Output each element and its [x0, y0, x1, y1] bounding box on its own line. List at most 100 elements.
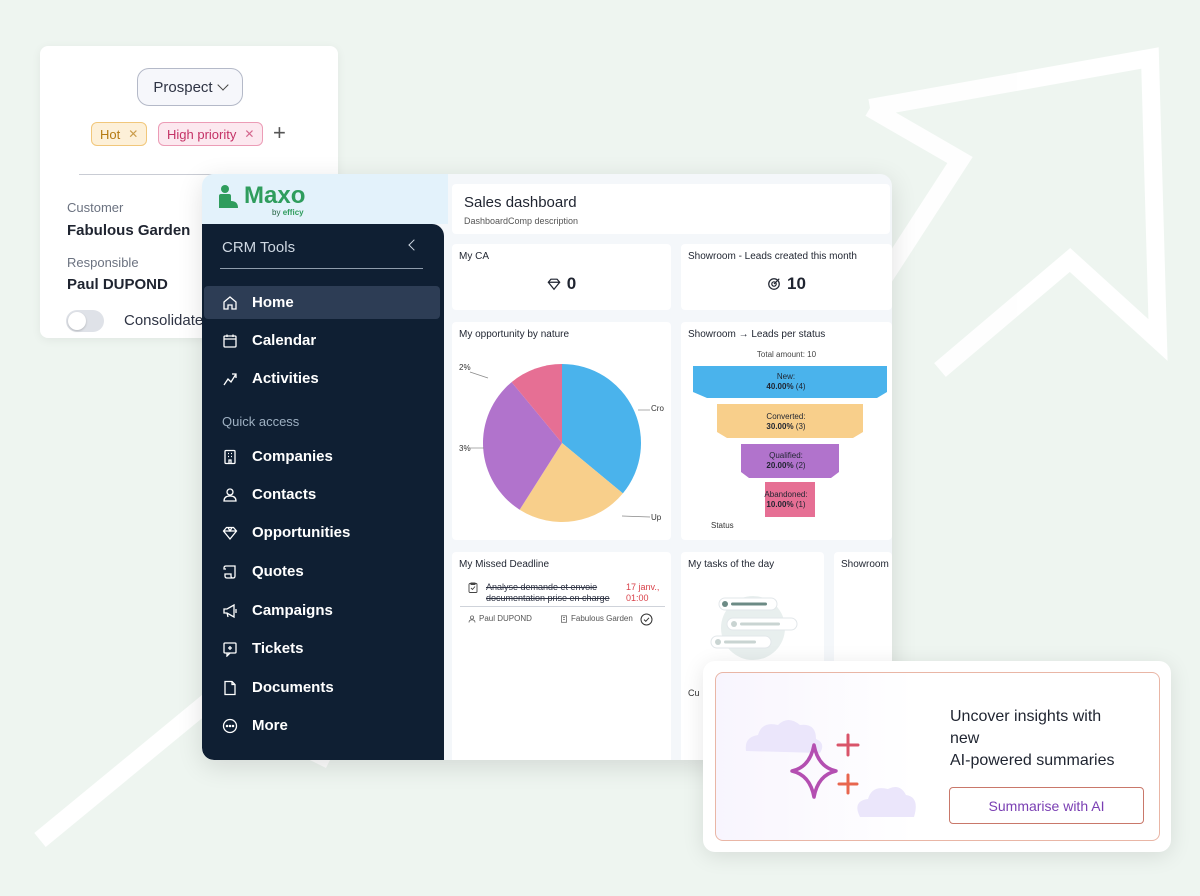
clipboard-icon	[468, 582, 478, 593]
summarise-with-ai-button[interactable]: Summarise with AI	[949, 787, 1144, 824]
sidebar-item-activities[interactable]: Activities	[204, 362, 440, 395]
ai-promo-text: Uncover insights with new AI-powered sum…	[950, 708, 1115, 769]
divider	[460, 606, 665, 607]
sidebar-item-label: Opportunities	[252, 524, 351, 541]
widget-title: My CA	[459, 251, 489, 262]
pie-label-a: 2%	[459, 363, 471, 372]
sidebar-item-label: Documents	[252, 679, 334, 696]
sidebar-item-label: Calendar	[252, 332, 317, 349]
sidebar-item-contacts[interactable]: Contacts	[204, 478, 440, 511]
widget-title: My Missed Deadline	[459, 559, 550, 570]
ai-summary-card: Uncover insights with new AI-powered sum…	[703, 661, 1171, 852]
tag-label: Hot	[100, 126, 121, 142]
building-icon	[561, 614, 567, 623]
deadline-company: Fabulous Garden	[560, 614, 633, 623]
responsible-value[interactable]: Paul DUPOND	[67, 276, 168, 293]
sidebar-item-companies[interactable]: Companies	[204, 440, 440, 473]
user-icon	[468, 614, 476, 623]
empty-tasks-illustration	[710, 596, 798, 660]
consolidated-toggle[interactable]	[66, 310, 104, 332]
home-icon	[222, 295, 238, 311]
sidebar-item-label: Campaigns	[252, 602, 333, 619]
logo-area: Maxo by efficy	[202, 174, 448, 224]
funnel-axis-label: Status	[711, 521, 734, 530]
diamond-icon	[222, 525, 238, 541]
funnel-segment-abandoned: Abandoned: 10.00% (1)	[764, 490, 808, 509]
ai-summary-panel: Uncover insights with new AI-powered sum…	[715, 672, 1160, 841]
sidebar-item-tickets[interactable]: Tickets	[204, 632, 440, 665]
deadline-date: 17 janv., 01:00	[626, 582, 660, 603]
add-tag-icon[interactable]: +	[273, 120, 286, 145]
sidebar-item-documents[interactable]: Documents	[204, 671, 440, 704]
activities-icon	[222, 371, 238, 387]
status-dropdown[interactable]: Prospect	[137, 68, 243, 106]
widget-title: My opportunity by nature	[459, 329, 570, 340]
consolidated-label: Consolidate	[124, 312, 204, 329]
funnel-total: Total amount: 10	[756, 350, 817, 359]
pie-slice-2[interactable]	[482, 382, 562, 510]
page-description: DashboardComp description	[464, 216, 579, 226]
tag-high-priority[interactable]: High priority ✕	[158, 122, 264, 146]
divider	[220, 268, 423, 269]
sidebar-item-home[interactable]: Home	[204, 286, 440, 319]
funnel-chart	[693, 366, 887, 517]
sidebar-item-label: Tickets	[252, 640, 304, 657]
ai-sparkle-illustration	[745, 720, 916, 817]
page-title: Sales dashboard	[464, 194, 577, 211]
tag-hot[interactable]: Hot ✕	[91, 122, 148, 146]
sidebar-item-label: Home	[252, 294, 294, 311]
sidebar-title: CRM Tools	[222, 239, 296, 256]
customer-label: Customer	[67, 200, 124, 215]
sidebar-item-label: Companies	[252, 448, 333, 465]
widget-leads-per-status[interactable]: Showroom → Leads per status Total amount…	[681, 322, 892, 540]
widget-leads-month[interactable]: Showroom - Leads created this month 10	[681, 244, 892, 310]
sidebar-item-opportunities[interactable]: Opportunities	[204, 516, 440, 549]
pie-label-b: 3%	[459, 444, 471, 453]
pie-slice-3[interactable]	[511, 364, 562, 443]
widget-missed-deadline[interactable]: My Missed Deadline Analyse demande et en…	[452, 552, 671, 760]
widget-opportunity-by-nature[interactable]: My opportunity by nature 2% 3% Cro Up	[452, 322, 671, 540]
dashboard-header: Sales dashboard DashboardComp descriptio…	[452, 184, 890, 234]
close-icon[interactable]: ✕	[244, 127, 255, 141]
document-icon	[222, 680, 238, 696]
sidebar-item-quotes[interactable]: Quotes	[204, 555, 440, 588]
funnel-segment-new: New: 40.00% (4)	[766, 372, 806, 391]
pie-label-c: Cro	[651, 404, 664, 413]
deadline-user: Paul DUPOND	[468, 614, 532, 623]
sidebar-item-label: Quotes	[252, 563, 304, 580]
pie-leader-line-3	[621, 515, 651, 518]
sidebar: CRM Tools Home Calendar Activities Quick…	[202, 224, 444, 760]
user-icon	[222, 487, 238, 503]
chevron-down-icon	[216, 79, 229, 91]
megaphone-icon	[222, 603, 238, 619]
chevron-left-icon[interactable]	[408, 239, 420, 251]
close-icon[interactable]: ✕	[128, 127, 139, 141]
widget-title: Showroom	[841, 559, 889, 570]
deadline-title: Analyse demande et envoie documentation …	[486, 582, 610, 603]
diamond-icon	[547, 278, 561, 291]
sidebar-item-campaigns[interactable]: Campaigns	[204, 594, 440, 627]
sidebar-item-calendar[interactable]: Calendar	[204, 324, 440, 357]
pie-label-d: Up	[651, 513, 662, 522]
dashboard-main: Sales dashboard DashboardComp descriptio…	[448, 174, 892, 760]
sidebar-item-label: Activities	[252, 370, 319, 387]
sidebar-item-more[interactable]: More	[204, 709, 440, 742]
kpi-value: 10	[681, 274, 892, 294]
funnel-segment-converted: Converted: 30.00% (3)	[766, 412, 806, 431]
logo-name: Maxo	[244, 182, 306, 209]
widget-title: Showroom - Leads created this month	[688, 251, 857, 262]
check-circle-icon[interactable]	[640, 613, 653, 626]
pie-slice-0[interactable]	[562, 364, 642, 494]
pie-leader-line-0	[469, 371, 489, 379]
tag-label: High priority	[167, 126, 237, 142]
customer-value[interactable]: Fabulous Garden	[67, 222, 191, 239]
widget-my-ca[interactable]: My CA 0	[452, 244, 671, 310]
scroll-icon	[222, 564, 238, 580]
building-icon	[222, 449, 238, 465]
pie-slice-1[interactable]	[519, 443, 623, 522]
sidebar-item-label: More	[252, 717, 288, 734]
divider	[79, 174, 299, 175]
sidebar-item-label: Contacts	[252, 486, 317, 503]
responsible-label: Responsible	[67, 255, 139, 270]
kpi-value: 0	[452, 274, 671, 294]
